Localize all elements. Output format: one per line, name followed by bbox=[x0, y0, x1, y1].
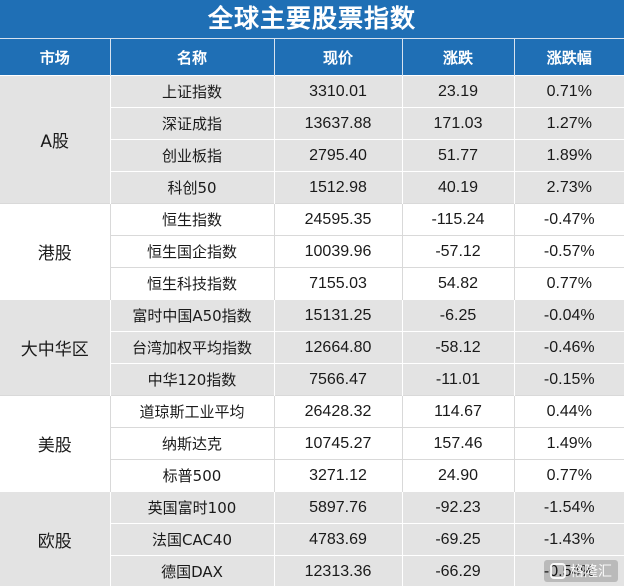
table-row: 中华120指数 7566.47 -11.01 -0.15% bbox=[0, 363, 624, 396]
index-name-cell: 恒生指数 bbox=[109, 203, 274, 236]
price-cell: 12664.80 bbox=[273, 331, 402, 364]
table-row: 恒生国企指数 10039.96 -57.12 -0.57% bbox=[0, 235, 624, 268]
change-cell: -6.25 bbox=[401, 299, 514, 332]
market-cell: A股 bbox=[0, 75, 110, 204]
table-row: 标普500 3271.12 24.90 0.77% bbox=[0, 459, 624, 492]
header-price: 现价 bbox=[273, 38, 402, 76]
market-cell: 港股 bbox=[0, 203, 110, 300]
header-row: 市场 名称 现价 涨跌 涨跌幅 bbox=[0, 38, 624, 76]
price-cell: 2795.40 bbox=[273, 139, 402, 172]
price-cell: 7566.47 bbox=[273, 363, 402, 396]
change-cell: -66.29 bbox=[401, 555, 514, 586]
change-pct-cell: -1.43% bbox=[513, 523, 624, 556]
header-change: 涨跌 bbox=[401, 38, 514, 76]
index-name-cell: 标普500 bbox=[109, 459, 274, 492]
table-row: 德国DAX 12313.36 -66.29 -0.54% bbox=[0, 555, 624, 586]
price-cell: 3271.12 bbox=[273, 459, 402, 492]
change-pct-cell: -1.54% bbox=[513, 491, 624, 524]
page-title: 全球主要股票指数 bbox=[0, 0, 624, 38]
table-body: A股 上证指数 3310.01 23.19 0.71% 深证成指 13637.88 171.0… bbox=[0, 75, 624, 586]
change-cell: -58.12 bbox=[401, 331, 514, 364]
price-cell: 10039.96 bbox=[273, 235, 402, 268]
index-name-cell: 创业板指 bbox=[109, 139, 274, 172]
change-pct-cell: -0.57% bbox=[513, 235, 624, 268]
market-cell: 欧股 bbox=[0, 491, 110, 586]
price-cell: 15131.25 bbox=[273, 299, 402, 332]
table-row: 大中华区 富时中国A50指数 15131.25 -6.25 -0.04% bbox=[0, 299, 624, 396]
change-cell: 171.03 bbox=[401, 107, 514, 140]
table-row: 美股 道琼斯工业平均 26428.32 114.67 0.44% bbox=[0, 395, 624, 492]
change-cell: -57.12 bbox=[401, 235, 514, 268]
price-cell: 26428.32 bbox=[273, 395, 402, 428]
price-cell: 7155.03 bbox=[273, 267, 402, 300]
index-name-cell: 英国富时100 bbox=[109, 491, 274, 524]
table-row: 港股 恒生指数 24595.35 -115.24 -0.47% bbox=[0, 203, 624, 300]
change-pct-cell: 1.49% bbox=[513, 427, 624, 460]
index-name-cell: 法国CAC40 bbox=[109, 523, 274, 556]
change-cell: 40.19 bbox=[401, 171, 514, 204]
table-row: 纳斯达克 10745.27 157.46 1.49% bbox=[0, 427, 624, 460]
price-cell: 24595.35 bbox=[273, 203, 402, 236]
change-pct-cell: 1.27% bbox=[513, 107, 624, 140]
change-pct-cell: -0.46% bbox=[513, 331, 624, 364]
index-name-cell: 中华120指数 bbox=[109, 363, 274, 396]
watermark: 格隆汇 bbox=[544, 560, 618, 582]
price-cell: 1512.98 bbox=[273, 171, 402, 204]
change-cell: 54.82 bbox=[401, 267, 514, 300]
price-cell: 3310.01 bbox=[273, 75, 402, 108]
price-cell: 4783.69 bbox=[273, 523, 402, 556]
change-cell: -69.25 bbox=[401, 523, 514, 556]
change-cell: 23.19 bbox=[401, 75, 514, 108]
price-cell: 12313.36 bbox=[273, 555, 402, 586]
change-pct-cell: -0.54% bbox=[513, 555, 624, 586]
change-pct-cell: 0.77% bbox=[513, 267, 624, 300]
change-pct-cell: 1.89% bbox=[513, 139, 624, 172]
index-name-cell: 纳斯达克 bbox=[109, 427, 274, 460]
change-pct-cell: 0.77% bbox=[513, 459, 624, 492]
index-name-cell: 德国DAX bbox=[109, 555, 274, 586]
index-name-cell: 科创50 bbox=[109, 171, 274, 204]
change-cell: 157.46 bbox=[401, 427, 514, 460]
change-cell: 114.67 bbox=[401, 395, 514, 428]
change-pct-cell: -0.47% bbox=[513, 203, 624, 236]
index-name-cell: 恒生科技指数 bbox=[109, 267, 274, 300]
index-name-cell: 富时中国A50指数 bbox=[109, 299, 274, 332]
table-row: 恒生科技指数 7155.03 54.82 0.77% bbox=[0, 267, 624, 300]
watermark-logo-icon bbox=[550, 563, 566, 579]
change-cell: 24.90 bbox=[401, 459, 514, 492]
table-row: A股 上证指数 3310.01 23.19 0.71% bbox=[0, 75, 624, 204]
header-name: 名称 bbox=[109, 38, 274, 76]
table-row: 欧股 英国富时100 5897.76 -92.23 -1.54% bbox=[0, 491, 624, 586]
watermark-text: 格隆汇 bbox=[570, 564, 612, 580]
price-cell: 5897.76 bbox=[273, 491, 402, 524]
change-pct-cell: -0.04% bbox=[513, 299, 624, 332]
change-pct-cell: -0.15% bbox=[513, 363, 624, 396]
table-row: 深证成指 13637.88 171.03 1.27% bbox=[0, 107, 624, 140]
change-pct-cell: 2.73% bbox=[513, 171, 624, 204]
change-pct-cell: 0.44% bbox=[513, 395, 624, 428]
table-header: 市场 名称 现价 涨跌 涨跌幅 bbox=[0, 38, 624, 76]
index-name-cell: 台湾加权平均指数 bbox=[109, 331, 274, 364]
change-cell: -92.23 bbox=[401, 491, 514, 524]
table-row: 台湾加权平均指数 12664.80 -58.12 -0.46% bbox=[0, 331, 624, 364]
change-cell: -11.01 bbox=[401, 363, 514, 396]
market-cell: 大中华区 bbox=[0, 299, 110, 396]
price-cell: 10745.27 bbox=[273, 427, 402, 460]
change-cell: -115.24 bbox=[401, 203, 514, 236]
market-cell: 美股 bbox=[0, 395, 110, 492]
table-row: 创业板指 2795.40 51.77 1.89% bbox=[0, 139, 624, 172]
change-cell: 51.77 bbox=[401, 139, 514, 172]
header-change-pct: 涨跌幅 bbox=[513, 38, 624, 76]
header-market: 市场 bbox=[0, 38, 110, 76]
table-row: 法国CAC40 4783.69 -69.25 -1.43% bbox=[0, 523, 624, 556]
index-name-cell: 深证成指 bbox=[109, 107, 274, 140]
change-pct-cell: 0.71% bbox=[513, 75, 624, 108]
price-cell: 13637.88 bbox=[273, 107, 402, 140]
index-name-cell: 上证指数 bbox=[109, 75, 274, 108]
index-table: 市场 名称 现价 涨跌 涨跌幅 A股 上证指数 3310.01 23.19 0.71% 深… bbox=[0, 38, 624, 586]
index-name-cell: 道琼斯工业平均 bbox=[109, 395, 274, 428]
index-name-cell: 恒生国企指数 bbox=[109, 235, 274, 268]
table-row: 科创50 1512.98 40.19 2.73% bbox=[0, 171, 624, 204]
